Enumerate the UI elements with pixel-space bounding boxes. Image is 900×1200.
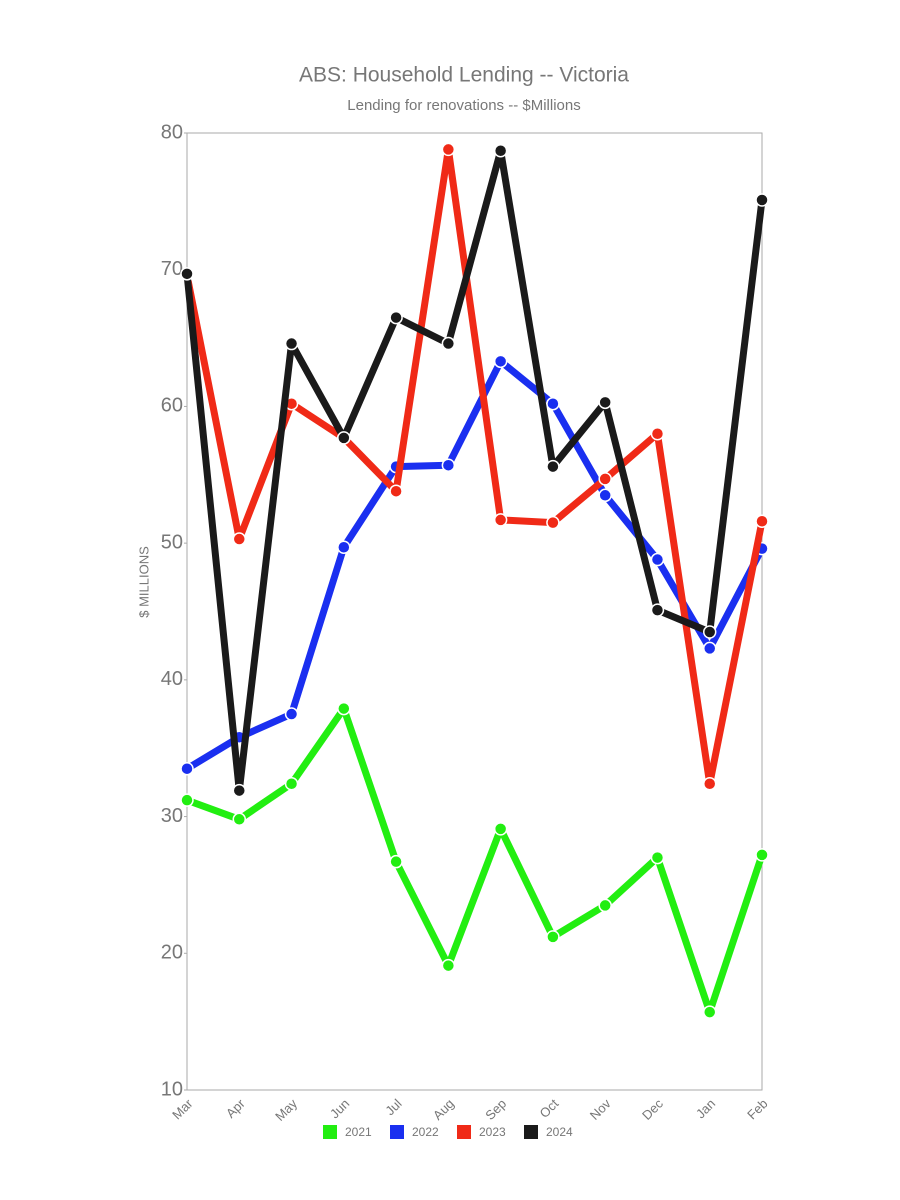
point [232, 532, 247, 546]
point [180, 761, 194, 776]
chart-title: ABS: Household Lending -- Victoria [299, 64, 629, 87]
chart-subtitle: Lending for renovations -- $Millions [347, 97, 580, 114]
x-tick-label: Jun [327, 1096, 352, 1121]
legend-label: 2022 [412, 1125, 439, 1139]
y-tick-label: 60 [161, 395, 183, 417]
legend-swatch [390, 1125, 404, 1139]
x-tick-label: May [272, 1096, 300, 1124]
point [337, 540, 351, 554]
point [546, 396, 560, 411]
point [232, 812, 247, 827]
point [180, 267, 194, 281]
y-tick-label: 70 [161, 258, 183, 280]
y-tick-label: 20 [161, 942, 183, 964]
point [180, 793, 194, 807]
point [493, 513, 508, 527]
y-tick-label: 40 [161, 668, 183, 690]
x-tick-label: Dec [639, 1096, 666, 1123]
point [232, 783, 247, 798]
point [598, 898, 612, 913]
legend-label: 2021 [345, 1125, 372, 1139]
legend-swatch [323, 1125, 337, 1139]
point [755, 514, 769, 529]
point [702, 777, 717, 791]
x-tick-label: Oct [537, 1096, 562, 1121]
x-tick-label: Aug [430, 1096, 457, 1123]
point [441, 142, 456, 157]
point [389, 854, 403, 869]
x-tick-label: Jan [693, 1096, 718, 1121]
y-axis-label: $ MILLIONS [136, 546, 151, 618]
point [546, 459, 560, 474]
point [493, 144, 508, 158]
series-line [183, 147, 766, 795]
point [337, 431, 351, 445]
x-tick-label: Apr [223, 1095, 248, 1120]
point [284, 336, 299, 351]
legend-label: 2024 [546, 1125, 573, 1139]
point [702, 641, 717, 656]
series-line [185, 705, 766, 1016]
x-tick-label: Jul [382, 1096, 404, 1118]
point [284, 777, 299, 791]
y-tick-label: 10 [161, 1078, 183, 1100]
point [598, 472, 612, 486]
point [441, 458, 456, 472]
x-tick-label: Feb [744, 1096, 770, 1122]
point [598, 395, 612, 410]
legend-label: 2023 [479, 1125, 506, 1139]
point [493, 822, 508, 836]
point [755, 848, 769, 862]
point [389, 310, 403, 325]
x-tick-label: Nov [587, 1096, 614, 1123]
point [493, 354, 508, 369]
y-tick-label: 80 [161, 121, 183, 143]
y-tick-label: 30 [161, 805, 183, 827]
point [598, 488, 612, 503]
y-tick-label: 50 [161, 531, 183, 553]
point [441, 336, 456, 351]
point [650, 850, 665, 865]
point [755, 193, 769, 207]
plot-frame [186, 132, 763, 1091]
point [650, 603, 665, 617]
point [389, 484, 403, 498]
point [650, 427, 665, 441]
x-tick-label: Sep [482, 1096, 509, 1123]
point [702, 1005, 717, 1019]
series-line [185, 357, 766, 772]
legend-swatch [457, 1125, 471, 1139]
point [702, 625, 717, 639]
point [284, 707, 299, 721]
point [546, 930, 560, 944]
legend-swatch [524, 1125, 538, 1139]
point [546, 515, 560, 530]
point [337, 701, 351, 716]
point [441, 958, 456, 973]
point [650, 552, 665, 567]
